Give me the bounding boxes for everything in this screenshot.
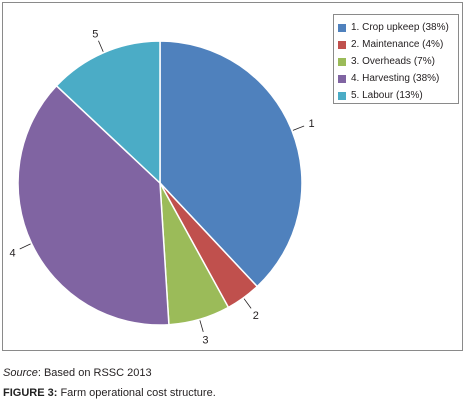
legend: 1. Crop upkeep (38%) 2. Maintenance (4%)… [333,14,459,104]
legend-item-overheads: 3. Overheads (7%) [338,53,458,70]
legend-swatch [338,57,346,66]
legend-swatch [338,23,346,32]
legend-item-maintenance: 2. Maintenance (4%) [338,36,458,53]
leader-line [243,298,252,309]
pie-slice-labour [55,40,161,185]
legend-swatch [338,74,346,83]
figure-number: FIGURE 3: [3,387,58,399]
legend-swatch [338,40,346,49]
leader-line [98,40,104,52]
slice-number-label: 3 [202,335,208,347]
legend-item-crop-upkeep: 1. Crop upkeep (38%) [338,19,458,36]
figure-caption: FIGURE 3: Farm operational cost structur… [3,387,216,399]
source-text: : Based on RSSC 2013 [37,367,152,379]
legend-item-labour: 5. Labour (13%) [338,87,458,104]
leader-line [19,243,31,250]
leader-line [199,320,204,332]
legend-label: 5. Labour (13%) [351,90,423,101]
leader-line [292,125,305,131]
pie-slice-crop-upkeep [159,40,303,288]
slice-number-label: 2 [253,310,259,322]
slice-number-label: 4 [9,247,15,259]
legend-label: 4. Harvesting (38%) [351,73,440,84]
slice-number-label: 5 [92,28,98,40]
legend-label: 3. Overheads (7%) [351,56,435,67]
legend-swatch [338,91,346,100]
pie-slice-harvesting [17,84,170,326]
chart-frame: 1 2 3 4 5 1. Crop upkeep (38%) 2. Maintenanc… [2,2,463,351]
legend-label: 1. Crop upkeep (38%) [351,22,449,33]
legend-item-harvesting: 4. Harvesting (38%) [338,70,458,87]
slice-number-label: 1 [308,118,314,130]
caption-text: Farm operational cost structure. [57,387,216,399]
source-note: Source: Based on RSSC 2013 [3,367,152,379]
source-key: Source [3,367,38,379]
pie-chart: 1 2 3 4 5 [9,28,314,347]
legend-label: 2. Maintenance (4%) [351,39,444,50]
